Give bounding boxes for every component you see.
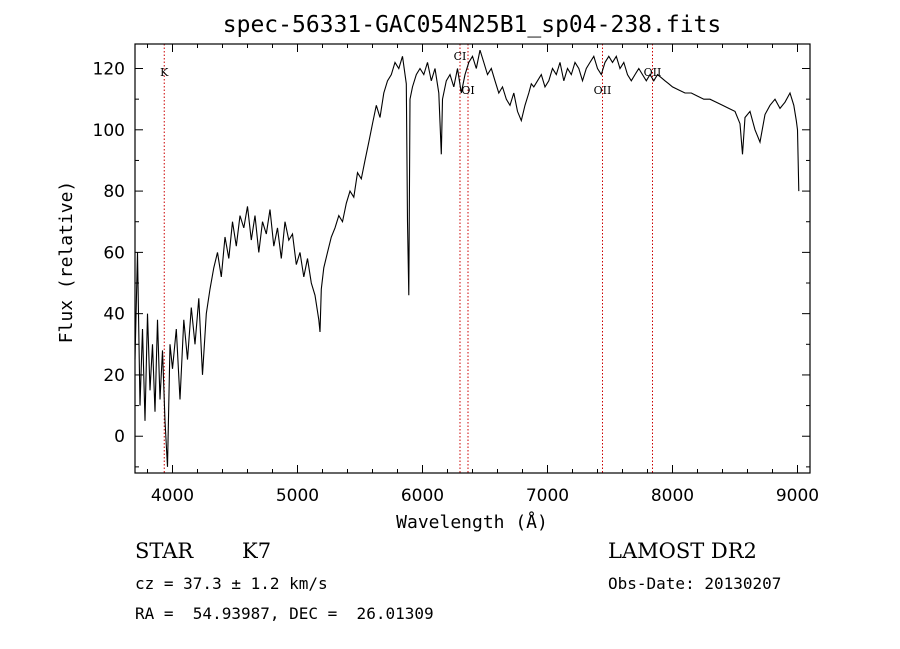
survey-name: LAMOST DR2 xyxy=(608,539,757,563)
x-tick-label: 8000 xyxy=(651,486,694,506)
y-axis-label: Flux (relative) xyxy=(56,181,77,344)
flux-series-line xyxy=(134,49,800,467)
plot-frame xyxy=(134,43,811,474)
emission-line-markers: K CI OI OII OII xyxy=(160,44,661,473)
x-tick-label: 5000 xyxy=(276,486,319,506)
y-tick-label: 0 xyxy=(114,427,125,447)
y-tick-label: 120 xyxy=(93,60,125,80)
object-type: STAR xyxy=(135,539,194,563)
coordinates-text: RA = 54.93987, DEC = 26.01309 xyxy=(135,604,434,623)
x-tick-label: 4000 xyxy=(151,486,194,506)
y-tick-label: 60 xyxy=(103,243,125,263)
chart-title: spec-56331-GAC054N25B1_sp04-238.fits xyxy=(223,12,722,38)
y-tick-label: 100 xyxy=(93,121,125,141)
x-tick-label: 9000 xyxy=(776,486,819,506)
y-tick-label: 40 xyxy=(103,305,125,325)
line-marker-label: OI xyxy=(461,84,474,97)
observation-date: Obs-Date: 20130207 xyxy=(608,574,782,593)
x-axis-label: Wavelength (Å) xyxy=(396,511,548,533)
line-marker-label: K xyxy=(160,66,169,79)
line-marker-label: OII xyxy=(644,66,662,79)
line-marker-label: CI xyxy=(454,50,467,63)
x-tick-label: 7000 xyxy=(526,486,569,506)
x-tick-label: 6000 xyxy=(401,486,444,506)
spectral-subclass: K7 xyxy=(242,539,272,563)
y-tick-label: 20 xyxy=(103,366,125,386)
redshift-text: cz = 37.3 ± 1.2 km/s xyxy=(135,574,328,593)
axis-ticks: 4000 5000 6000 7000 8000 9000 0 20 40 60 80 100 120 xyxy=(93,44,819,506)
line-marker-label: OII xyxy=(594,84,612,97)
y-tick-label: 80 xyxy=(103,182,125,202)
